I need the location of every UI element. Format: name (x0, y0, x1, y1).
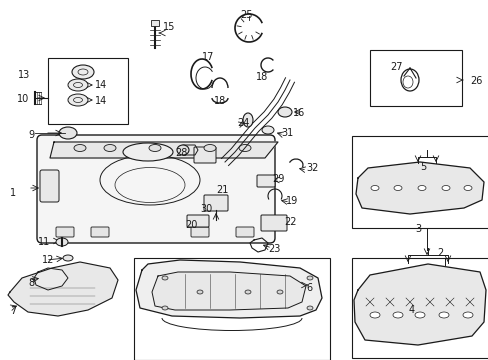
Text: 16: 16 (292, 108, 305, 118)
Text: 19: 19 (285, 196, 298, 206)
FancyBboxPatch shape (37, 135, 274, 243)
Ellipse shape (243, 113, 252, 127)
Polygon shape (34, 268, 68, 290)
Ellipse shape (392, 312, 402, 318)
Polygon shape (152, 272, 305, 310)
Text: 6: 6 (305, 283, 311, 293)
FancyBboxPatch shape (56, 227, 74, 237)
Ellipse shape (72, 65, 94, 79)
Ellipse shape (177, 145, 189, 155)
Ellipse shape (162, 276, 168, 280)
Polygon shape (355, 162, 483, 214)
Text: 10: 10 (17, 94, 29, 104)
Ellipse shape (68, 94, 88, 106)
Ellipse shape (59, 127, 77, 139)
Text: 27: 27 (389, 62, 402, 72)
Text: 26: 26 (469, 76, 481, 86)
Bar (134, 258, 329, 360)
Ellipse shape (414, 312, 424, 318)
FancyBboxPatch shape (203, 195, 227, 211)
Bar (151, 20, 159, 26)
Ellipse shape (393, 185, 401, 190)
Text: 23: 23 (267, 244, 280, 254)
Ellipse shape (74, 144, 86, 152)
Ellipse shape (463, 185, 471, 190)
Bar (351, 258, 488, 358)
Text: 31: 31 (281, 128, 293, 138)
Text: 3: 3 (414, 224, 420, 234)
Text: 25: 25 (240, 10, 252, 20)
FancyBboxPatch shape (40, 170, 59, 202)
Ellipse shape (68, 79, 88, 91)
Text: 14: 14 (95, 80, 107, 90)
Text: 21: 21 (216, 185, 228, 195)
Text: 9: 9 (28, 130, 34, 140)
Ellipse shape (63, 255, 73, 261)
Ellipse shape (197, 290, 203, 294)
Text: 22: 22 (284, 217, 296, 227)
Text: 8: 8 (28, 278, 34, 288)
Text: 28: 28 (175, 148, 187, 158)
Ellipse shape (462, 312, 472, 318)
Polygon shape (136, 260, 321, 318)
FancyBboxPatch shape (91, 227, 109, 237)
Text: 24: 24 (237, 118, 249, 128)
Ellipse shape (149, 144, 161, 152)
Ellipse shape (123, 143, 173, 161)
FancyBboxPatch shape (236, 227, 253, 237)
Bar (369, 50, 461, 106)
Text: 20: 20 (184, 220, 197, 230)
Ellipse shape (276, 290, 283, 294)
Ellipse shape (244, 290, 250, 294)
Text: 32: 32 (305, 163, 318, 173)
Ellipse shape (203, 144, 216, 152)
Ellipse shape (56, 238, 68, 246)
Ellipse shape (162, 306, 168, 310)
Ellipse shape (441, 185, 449, 190)
Text: 17: 17 (202, 52, 214, 62)
Ellipse shape (369, 312, 379, 318)
Text: 18: 18 (214, 96, 226, 106)
Ellipse shape (262, 126, 273, 134)
Polygon shape (50, 142, 278, 158)
Text: 18: 18 (256, 72, 268, 82)
FancyBboxPatch shape (261, 215, 286, 231)
FancyBboxPatch shape (194, 147, 216, 163)
Ellipse shape (306, 306, 312, 310)
Text: 14: 14 (95, 96, 107, 106)
Ellipse shape (417, 185, 425, 190)
Text: 4: 4 (408, 305, 414, 315)
FancyBboxPatch shape (191, 227, 208, 237)
Text: 5: 5 (419, 162, 426, 172)
Ellipse shape (438, 312, 448, 318)
Text: 11: 11 (38, 237, 50, 247)
Ellipse shape (278, 107, 291, 117)
Text: 29: 29 (271, 174, 284, 184)
Polygon shape (8, 262, 118, 316)
FancyBboxPatch shape (257, 175, 274, 187)
Text: 13: 13 (18, 70, 30, 80)
Bar (351, 136, 488, 228)
Text: 12: 12 (42, 255, 54, 265)
Text: 2: 2 (436, 248, 442, 258)
Ellipse shape (370, 185, 378, 190)
Text: 1: 1 (10, 188, 16, 198)
Polygon shape (353, 264, 485, 345)
Text: 7: 7 (10, 306, 16, 316)
Text: 15: 15 (163, 22, 175, 32)
Ellipse shape (306, 276, 312, 280)
Bar (48, 58, 128, 124)
Text: 30: 30 (200, 204, 212, 214)
Ellipse shape (104, 144, 116, 152)
Ellipse shape (239, 144, 250, 152)
FancyBboxPatch shape (186, 215, 208, 227)
